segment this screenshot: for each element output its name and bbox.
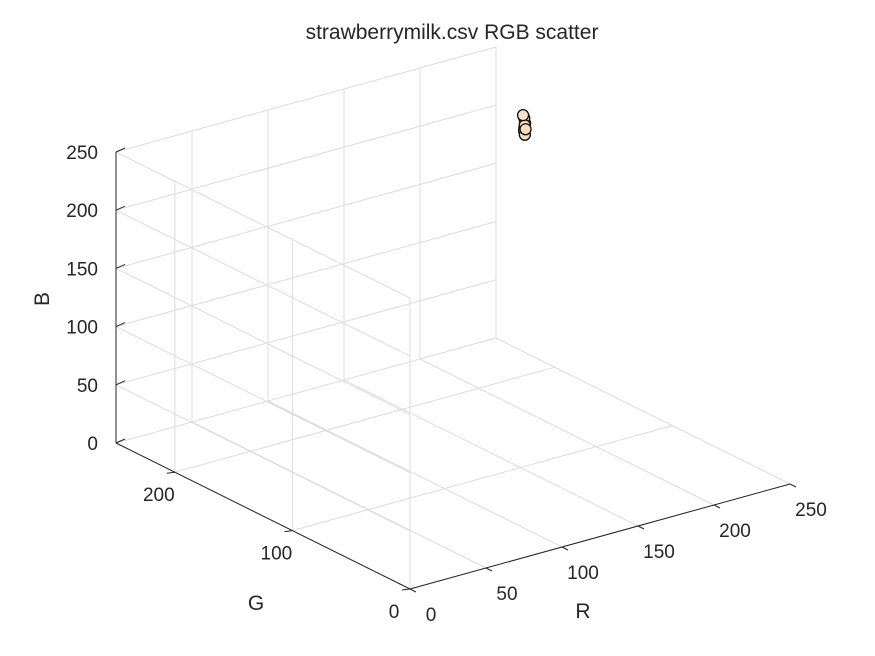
y-axis-line [115,442,411,590]
grid-line [174,366,555,473]
x-tick [485,567,493,572]
scatter-point [519,123,532,136]
grid-line [267,400,563,548]
grid-line [115,46,497,153]
grid-line [115,326,411,474]
z-tick-label: 150 [66,259,98,280]
x-tick-label: 200 [719,521,751,542]
grid-line [115,384,411,532]
z-axis-label: B [31,292,54,306]
grid-line [292,425,673,532]
y-tick [401,588,411,591]
z-tick [115,438,126,444]
grid-line [115,162,497,269]
x-tick-label: 250 [795,500,827,521]
grid-line [115,104,497,211]
x-tick-label: 150 [643,542,675,563]
grid-line [495,337,791,485]
chart-title: strawberrymilk.csv RGB scatter [306,21,599,44]
x-tick-label: 50 [496,584,517,605]
x-tick-label: 100 [567,563,599,584]
grid-line [343,379,639,527]
z-tick [115,380,126,386]
z-tick [115,147,126,153]
grid-line [115,267,411,415]
z-tick-label: 250 [66,143,98,164]
z-tick [115,322,126,328]
z-tick [115,263,126,269]
scatter-points [516,108,532,141]
y-tick [166,471,175,474]
z-tick-label: 50 [77,376,98,397]
x-axis-label: R [575,600,590,623]
scatter-point [516,108,530,122]
z-tick [115,205,126,211]
x-tick [409,588,417,593]
grid-line [115,337,497,444]
x-tick [789,483,797,488]
x-tick [561,546,569,551]
grid-line [115,279,497,386]
z-tick-label: 100 [66,318,98,339]
grid-line [419,358,715,506]
y-tick-label: 0 [389,602,400,623]
grid-layer [115,46,791,590]
axes: 0 50 100 150 200 250 0 100 200 0 50 100 150 200 250 [66,143,827,626]
y-tick-label: 200 [143,485,175,506]
x-axis-line [409,483,791,590]
grid-line [115,151,411,299]
x-tick-label: 0 [426,605,437,626]
grid-line [115,221,497,328]
grid-line [115,209,411,357]
z-tick-label: 0 [87,434,98,455]
y-tick-label: 100 [261,544,293,565]
y-tick [284,530,293,533]
y-axis-label: G [248,592,264,615]
x-tick [713,504,721,509]
x-tick [637,525,645,530]
z-tick-label: 200 [66,201,98,222]
